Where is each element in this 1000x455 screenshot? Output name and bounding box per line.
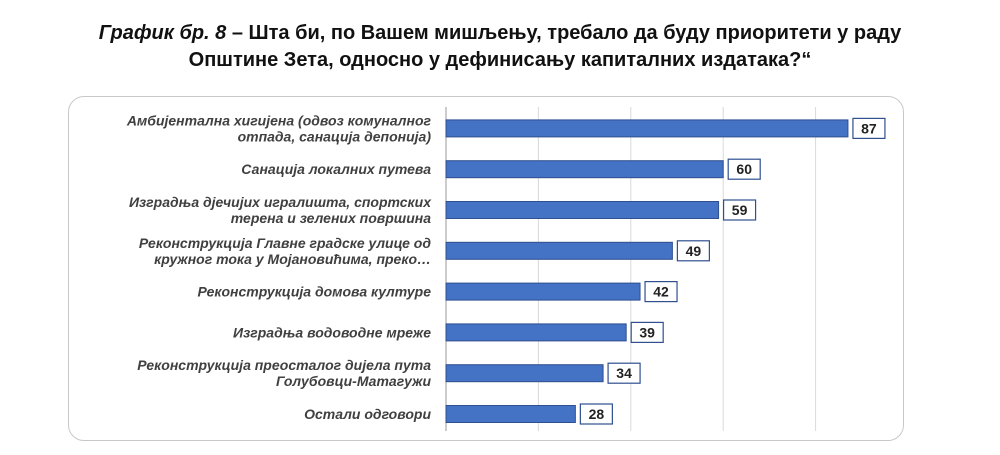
category-label: Санација локалних путева [241,161,431,177]
chart-frame [68,96,904,441]
data-label-box [579,403,613,425]
category-label: Амбијентална хигијена (одвоз комуналног [126,112,432,128]
category-label: Изградња дјечијих игралишта, спортских [129,194,432,210]
chart-title: График бр. 8 – Шта би, по Вашем мишљењу,… [0,20,1000,74]
bar [445,160,724,179]
data-label-box [727,158,761,180]
chart-title-line2: Општине Зета, односно у дефинисању капит… [188,49,812,71]
bar [445,119,849,138]
category-label: Остали одговори [304,406,431,422]
data-label: 42 [653,284,669,300]
category-label: Реконструкција домова културе [197,284,431,300]
data-label: 28 [589,406,605,422]
bar [445,405,576,423]
bar [445,323,627,342]
category-label: Реконструкција Главне градске улице од [139,235,431,251]
data-label: 34 [616,365,632,381]
data-label-box [676,240,710,262]
data-label: 60 [736,161,752,177]
bar [445,241,673,260]
bar [445,282,641,301]
category-label: отпада, санација депонија) [238,128,432,144]
category-label: Голубовци-Матагужи [276,373,431,389]
chart-title-line1: – Шта би, по Вашем мишљењу, требало да б… [226,22,902,44]
data-label: 59 [732,202,748,218]
category-label: Изградња водоводне мреже [233,324,431,340]
data-label: 87 [861,120,877,136]
data-label-box [722,199,757,221]
data-label: 49 [686,243,702,259]
data-label-box [607,362,641,384]
bar [445,201,720,219]
category-label: кружног тока у Мојановићима, преко… [154,251,431,267]
data-label-box [852,117,886,140]
data-label: 39 [639,324,655,340]
category-label: Реконструкција преосталог дијела пута [137,357,431,373]
category-label: терена и зелених површина [231,210,431,226]
data-label-box [644,281,678,303]
data-label-box [630,321,664,343]
bar [445,364,604,383]
chart-title-lead: График бр. 8 [98,22,227,44]
